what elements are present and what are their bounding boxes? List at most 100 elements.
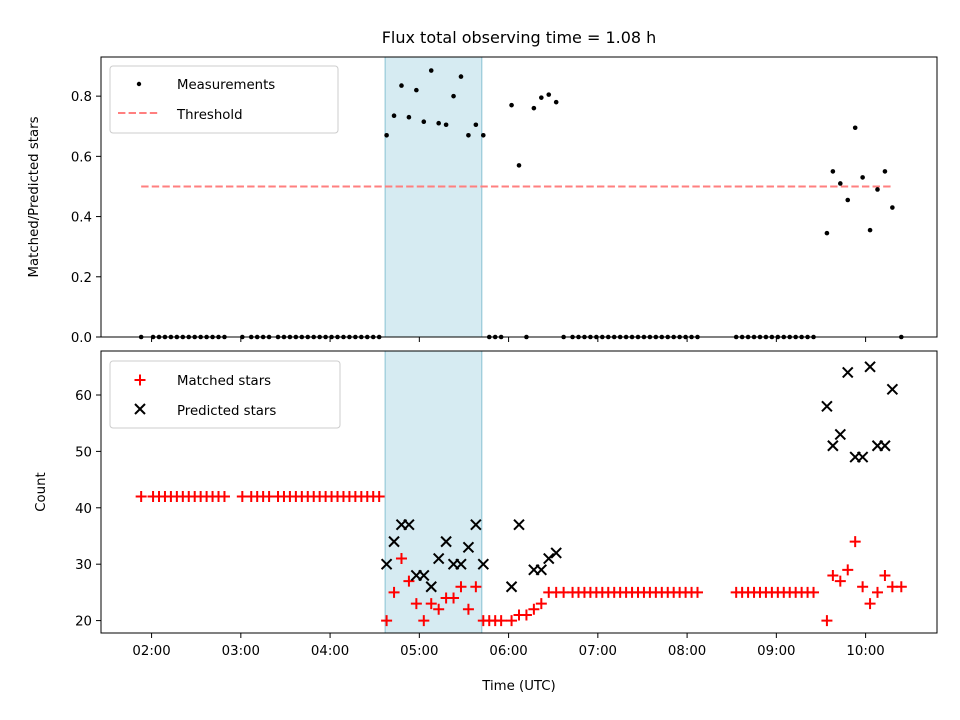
y-tick-label: 0.2 bbox=[71, 271, 92, 286]
matched-star-point bbox=[864, 598, 876, 610]
measurement-point bbox=[399, 83, 404, 88]
measurement-point bbox=[428, 68, 434, 73]
bottom-legend-box bbox=[109, 360, 341, 429]
predicted-star-point bbox=[432, 552, 445, 565]
matched-star-point bbox=[808, 586, 820, 598]
measurement-point bbox=[473, 122, 479, 128]
legend-matched-label: Matched stars bbox=[177, 374, 271, 389]
matched-star-point bbox=[218, 491, 230, 503]
y-tick-label: 0.6 bbox=[71, 150, 92, 165]
matched-star-point bbox=[834, 575, 846, 587]
matched-star-point bbox=[895, 581, 907, 593]
matched-star-point bbox=[692, 586, 704, 598]
top-axis-ticks: 0.0 0.2 0.4 0.6 0.8 bbox=[71, 90, 867, 346]
measurement-point bbox=[553, 99, 559, 105]
measurement-point bbox=[458, 74, 464, 79]
measurement-point bbox=[384, 132, 389, 138]
y-tick-label: 50 bbox=[75, 445, 92, 460]
measurement-point bbox=[421, 119, 427, 125]
predicted-star-point bbox=[842, 366, 854, 379]
measurement-point bbox=[875, 187, 880, 192]
top-y-axis-label: Matched/Predicted stars bbox=[27, 116, 42, 277]
predicted-star-point bbox=[477, 558, 490, 570]
predicted-star-point bbox=[440, 535, 452, 548]
measurement-point bbox=[451, 93, 456, 99]
x-tick-label: 10:00 bbox=[846, 644, 884, 659]
top-highlight-span bbox=[384, 56, 483, 338]
bottom-highlight-span bbox=[384, 350, 483, 634]
matched-star-point bbox=[418, 615, 430, 627]
x-tick-label: 07:00 bbox=[579, 644, 617, 659]
bottom-panel: 02:00 03:00 04:00 05:00 06:00 07:00 08:00 09:00… bbox=[34, 350, 938, 694]
legend-matched-marker bbox=[134, 374, 146, 386]
bottom-legend: Matched stars Predicted stars bbox=[109, 360, 341, 429]
predicted-star-point bbox=[462, 541, 475, 553]
measurement-point bbox=[867, 227, 873, 233]
y-tick-label: 20 bbox=[75, 615, 92, 630]
bottom-axes-frame bbox=[100, 350, 938, 634]
y-tick-label: 60 bbox=[75, 389, 92, 404]
x-tick-label: 03:00 bbox=[222, 644, 260, 659]
matched-star-point bbox=[425, 598, 437, 610]
matched-star-point bbox=[381, 615, 393, 627]
x-axis-label: Time (UTC) bbox=[481, 679, 556, 694]
bottom-axis-ticks: 02:00 03:00 04:00 05:00 06:00 07:00 08:00 09:00… bbox=[75, 389, 885, 659]
y-tick-label: 0.0 bbox=[71, 331, 92, 346]
matched-star-point bbox=[395, 553, 407, 565]
top-panel: 0.00.20.40.60.8 Matched/Predicted stars … bbox=[27, 56, 938, 346]
measurement-point bbox=[466, 132, 471, 138]
predicted-star-point bbox=[864, 361, 876, 373]
predicted-star-point bbox=[834, 428, 847, 441]
predicted-star-point bbox=[543, 552, 555, 565]
matched-star-point bbox=[528, 603, 540, 615]
predicted-star-point bbox=[470, 519, 482, 531]
measurement-point bbox=[509, 102, 514, 108]
matched-star-point bbox=[470, 581, 482, 593]
x-tick-label: 02:00 bbox=[132, 644, 170, 659]
measurement-point bbox=[436, 120, 441, 126]
measurement-point bbox=[852, 125, 858, 131]
y-tick-label: 0.4 bbox=[71, 211, 92, 226]
matched-star-point bbox=[495, 615, 507, 627]
bottom-y-axis-label: Count bbox=[34, 472, 49, 512]
matched-star-point bbox=[388, 586, 400, 598]
legend-threshold-label: Threshold bbox=[176, 108, 243, 123]
measurement-point bbox=[443, 122, 449, 128]
measurement-point bbox=[860, 175, 865, 180]
matched-star-point bbox=[842, 564, 854, 576]
y-tick-label: 0.8 bbox=[71, 90, 92, 105]
predicted-star-point bbox=[403, 519, 415, 531]
predicted-star-point bbox=[425, 581, 437, 593]
matched-star-point bbox=[135, 491, 147, 503]
matched-star-point bbox=[455, 581, 467, 593]
matched-star-point bbox=[821, 615, 833, 627]
matched-star-point bbox=[373, 491, 385, 503]
matched-star-point bbox=[857, 581, 869, 593]
legend-measurements-label: Measurements bbox=[177, 78, 275, 93]
predicted-star-point bbox=[418, 569, 430, 582]
predicted-star-point bbox=[535, 564, 548, 576]
predicted-star-point bbox=[388, 535, 400, 548]
chart-title: Flux total observing time = 1.08 h bbox=[382, 28, 657, 47]
measurement-point bbox=[546, 92, 552, 97]
matched-star-point bbox=[871, 586, 883, 598]
measurement-point bbox=[890, 205, 895, 210]
top-legend: Measurements Threshold bbox=[109, 65, 339, 134]
measurement-point bbox=[539, 95, 544, 100]
measurement-point bbox=[516, 163, 522, 168]
matched-star-point bbox=[462, 603, 474, 615]
y-tick-label: 40 bbox=[75, 502, 92, 517]
matched-star-point bbox=[433, 603, 445, 615]
x-tick-label: 04:00 bbox=[311, 644, 349, 659]
measurement-point bbox=[414, 87, 419, 93]
matched-star-point bbox=[506, 615, 518, 627]
predicted-star-point bbox=[550, 547, 562, 559]
matched-star-point bbox=[448, 592, 460, 604]
measurement-point bbox=[406, 114, 412, 120]
measurement-point bbox=[845, 197, 851, 203]
legend-measurements-marker bbox=[136, 81, 142, 87]
matched-star-point bbox=[535, 598, 547, 610]
measurement-point bbox=[531, 105, 537, 111]
matched-star-point bbox=[520, 609, 532, 621]
